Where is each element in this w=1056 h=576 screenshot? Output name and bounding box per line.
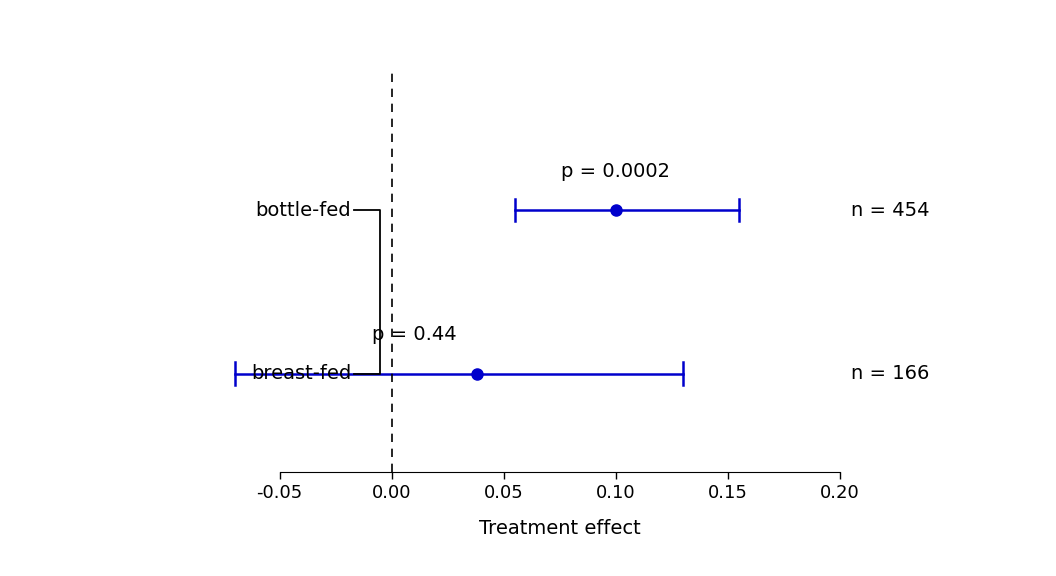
Text: breast-fed: breast-fed — [251, 365, 352, 384]
Text: n = 454: n = 454 — [851, 200, 929, 219]
Text: n = 166: n = 166 — [851, 365, 929, 384]
Text: bottle-fed: bottle-fed — [256, 200, 352, 219]
Text: p = 0.44: p = 0.44 — [372, 325, 456, 344]
Text: p = 0.0002: p = 0.0002 — [561, 161, 671, 180]
X-axis label: Treatment effect: Treatment effect — [478, 519, 641, 538]
